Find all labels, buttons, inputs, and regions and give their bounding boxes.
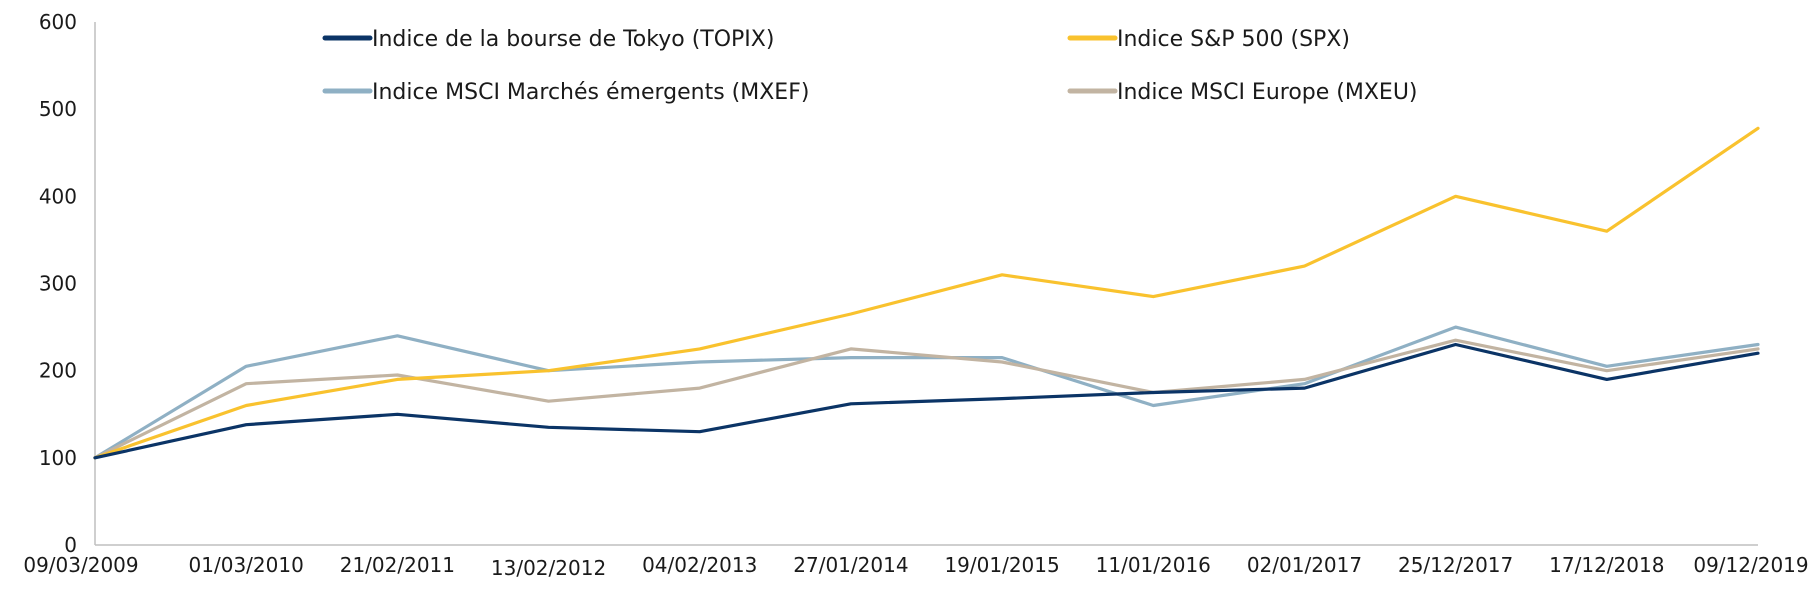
- y-tick-label: 100: [39, 446, 77, 470]
- x-tick-label: 09/03/2009: [23, 553, 138, 577]
- legend-label: Indice de la bourse de Tokyo (TOPIX): [372, 27, 774, 52]
- legend: Indice de la bourse de Tokyo (TOPIX) Indi…: [322, 27, 1418, 105]
- x-tick-label: 19/01/2015: [944, 553, 1059, 577]
- legend-label: Indice MSCI Europe (MXEU): [1117, 80, 1418, 105]
- x-tick-label: 27/01/2014: [793, 553, 908, 577]
- y-tick-labels: 0 100 200 300 400 500 600: [39, 10, 77, 557]
- x-tick-label: 17/12/2018: [1549, 553, 1664, 577]
- y-tick-label: 0: [64, 533, 77, 557]
- y-tick-label: 600: [39, 10, 77, 34]
- y-tick-label: 300: [39, 272, 77, 296]
- y-tick-label: 200: [39, 359, 77, 383]
- series-line: [93, 126, 1760, 460]
- x-tick-label: 01/03/2010: [189, 553, 304, 577]
- series-line: [93, 338, 1760, 460]
- x-tick-label: 04/02/2013: [642, 553, 757, 577]
- x-tick-label: 02/01/2017: [1247, 553, 1362, 577]
- legend-label: Indice S&P 500 (SPX): [1117, 27, 1350, 52]
- x-tick-label: 11/01/2016: [1096, 553, 1211, 577]
- x-tick-label: 13/02/2012: [491, 556, 606, 580]
- y-tick-label: 500: [39, 97, 77, 121]
- y-tick-label: 400: [39, 184, 77, 208]
- axes: [94, 22, 1758, 546]
- legend-label: Indice MSCI Marchés émergents (MXEF): [372, 80, 809, 105]
- x-tick-label: 21/02/2011: [340, 553, 455, 577]
- x-tick-label: 25/12/2017: [1398, 553, 1513, 577]
- x-tick-label: 09/12/2019: [1693, 553, 1808, 577]
- series-lines: [93, 126, 1760, 460]
- series-line: [93, 342, 1760, 460]
- x-tick-labels: 09/03/2009 01/03/2010 21/02/2011 13/02/2012…: [23, 553, 1808, 580]
- series-line: [93, 325, 1760, 460]
